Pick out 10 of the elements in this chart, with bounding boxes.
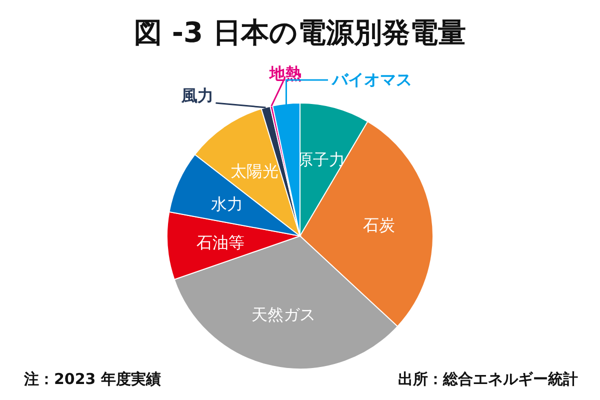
slice-label: 太陽光 [230, 161, 279, 180]
slice-label: 石炭 [362, 216, 395, 235]
slice-label: 天然ガス [252, 305, 316, 324]
text: 注：2023 年度実績 [23, 370, 161, 388]
text: 出所：総合エネルギー統計 [398, 370, 578, 388]
slice-label: 風力 [180, 86, 214, 105]
chart-title: 図 -3 日本の電源別発電量 [134, 16, 466, 49]
slice-label: 水力 [211, 194, 244, 214]
slice-label: バイオマス [331, 70, 412, 89]
slice-label: 石油等 [196, 233, 244, 252]
